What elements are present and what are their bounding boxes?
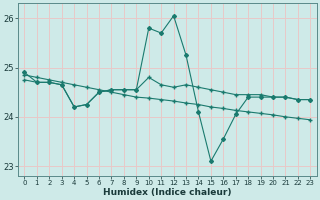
X-axis label: Humidex (Indice chaleur): Humidex (Indice chaleur) — [103, 188, 232, 197]
